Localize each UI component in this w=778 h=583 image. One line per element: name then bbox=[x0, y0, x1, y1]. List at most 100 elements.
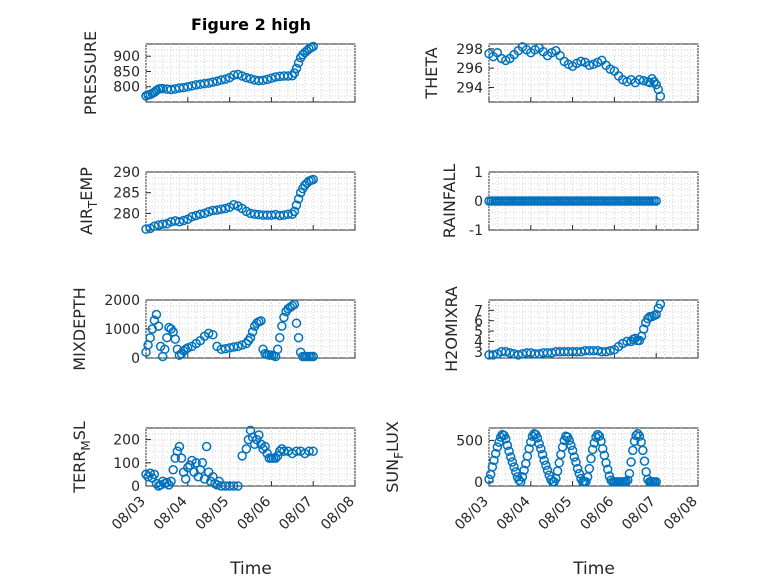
data-point bbox=[293, 58, 304, 68]
x-tick-label: 08/03 bbox=[109, 494, 149, 534]
data-point bbox=[621, 477, 631, 487]
data-point bbox=[601, 458, 611, 468]
y-tick-label: 296 bbox=[456, 61, 483, 77]
data-point bbox=[587, 444, 598, 455]
data-point bbox=[505, 348, 515, 358]
data-point bbox=[490, 448, 501, 459]
y-tick-label: 900 bbox=[113, 49, 140, 65]
series-air-temp bbox=[141, 174, 318, 234]
data-point bbox=[203, 328, 214, 339]
data-point bbox=[532, 433, 543, 443]
data-point bbox=[247, 327, 258, 337]
data-point bbox=[279, 312, 289, 323]
y-tick-label: 1 bbox=[474, 165, 483, 181]
x-tick-label: 08/05 bbox=[193, 494, 233, 534]
data-point bbox=[638, 75, 649, 86]
data-point bbox=[153, 321, 164, 331]
data-point bbox=[308, 351, 318, 362]
data-point bbox=[537, 449, 548, 460]
data-point bbox=[214, 476, 224, 487]
data-point bbox=[623, 475, 633, 485]
data-point bbox=[172, 446, 183, 456]
data-point bbox=[237, 451, 247, 461]
panel-rainfall: RAINFALL -1 0 1 bbox=[440, 164, 699, 239]
data-point bbox=[293, 194, 304, 204]
data-point bbox=[197, 458, 208, 468]
ylabel-air-temp: AIRTEMP bbox=[77, 167, 100, 235]
x-tick-label: 08/06 bbox=[577, 493, 617, 533]
panel-theta: THETA 294 296 298 bbox=[422, 42, 699, 103]
data-point bbox=[502, 440, 513, 451]
y-tick-label: 0 bbox=[474, 475, 483, 491]
data-point bbox=[272, 451, 283, 461]
data-point bbox=[541, 460, 551, 471]
data-point bbox=[174, 441, 185, 452]
series-mixdepth bbox=[141, 299, 318, 362]
data-point bbox=[279, 446, 289, 456]
data-point bbox=[487, 462, 498, 472]
data-point bbox=[500, 347, 511, 357]
data-point bbox=[536, 443, 546, 454]
x-tick-label: 08/08 bbox=[661, 494, 701, 534]
y-tick-label: 298 bbox=[456, 42, 483, 58]
xlabel-right: Time bbox=[572, 559, 615, 579]
data-point bbox=[589, 438, 600, 448]
data-point bbox=[289, 68, 300, 78]
grid-terr-msl bbox=[145, 428, 356, 486]
series-sun-flux bbox=[484, 429, 661, 487]
data-point bbox=[277, 321, 287, 331]
series-theta bbox=[484, 42, 666, 101]
data-point bbox=[567, 445, 578, 456]
ylabel-pressure: PRESSURE bbox=[81, 31, 100, 115]
data-point bbox=[229, 481, 239, 491]
data-point bbox=[157, 219, 168, 229]
data-point bbox=[141, 224, 151, 234]
data-point bbox=[185, 460, 195, 470]
data-point bbox=[178, 215, 189, 226]
y-tick-label: 0 bbox=[131, 479, 140, 495]
data-point bbox=[581, 477, 591, 487]
data-point bbox=[509, 462, 519, 472]
data-point bbox=[634, 75, 645, 85]
data-point bbox=[216, 204, 226, 215]
data-point bbox=[195, 209, 206, 220]
data-point bbox=[229, 342, 239, 352]
data-point bbox=[180, 474, 191, 484]
series-terr-msl bbox=[141, 425, 318, 491]
data-point bbox=[622, 336, 632, 347]
series-rainfall bbox=[484, 196, 661, 206]
data-point bbox=[287, 301, 298, 311]
y-tick-label: -1 bbox=[469, 223, 483, 239]
data-point bbox=[597, 443, 608, 454]
data-point bbox=[576, 56, 586, 67]
data-point bbox=[651, 79, 661, 90]
y-tick-label: 290 bbox=[113, 165, 140, 181]
data-point bbox=[571, 457, 581, 467]
data-point bbox=[229, 199, 239, 210]
data-point bbox=[212, 76, 222, 86]
data-point bbox=[624, 468, 635, 479]
x-tick-label: 08/07 bbox=[276, 494, 316, 534]
y-tick-label: 4 bbox=[474, 334, 483, 350]
data-point bbox=[304, 446, 314, 456]
data-point bbox=[176, 453, 187, 463]
figure-title: Figure 2 high bbox=[191, 15, 311, 34]
data-point bbox=[601, 347, 611, 357]
data-point bbox=[220, 74, 231, 84]
data-point bbox=[145, 468, 155, 478]
data-point bbox=[605, 346, 615, 356]
data-point bbox=[513, 350, 524, 360]
panel-mixdepth: MIXDEPTH 0 1000 2000 bbox=[70, 287, 356, 371]
ylabel-mixdepth: MIXDEPTH bbox=[70, 287, 89, 370]
x-tick-label: 08/07 bbox=[619, 494, 659, 534]
data-point bbox=[241, 72, 252, 83]
y-tick-label: 285 bbox=[113, 186, 140, 202]
data-point bbox=[308, 446, 318, 456]
data-point bbox=[586, 453, 596, 464]
data-point bbox=[233, 481, 243, 491]
data-point bbox=[220, 203, 231, 214]
y-tick-label: 200 bbox=[113, 433, 140, 449]
data-point bbox=[191, 458, 201, 468]
data-point bbox=[655, 299, 666, 309]
